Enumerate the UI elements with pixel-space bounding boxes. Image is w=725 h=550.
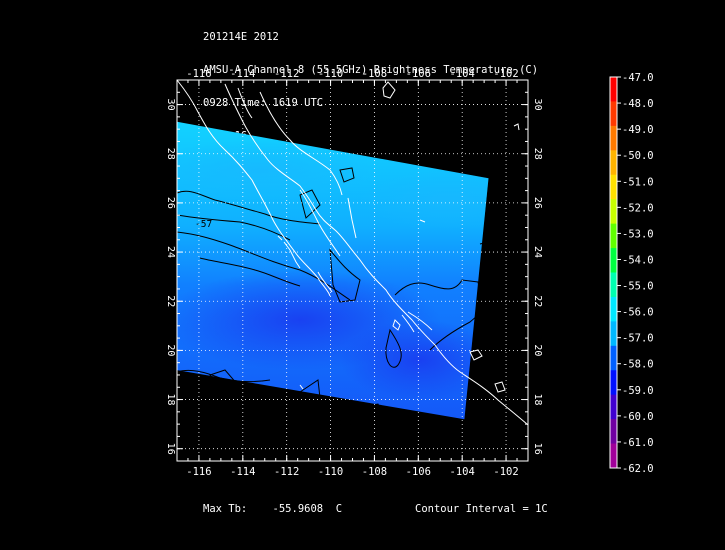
colorbar-label: -55.0 — [622, 281, 654, 293]
colorbar-label: -51.0 — [622, 176, 654, 188]
lat-tick-label: 30 — [532, 99, 543, 111]
colorbar-swatch — [610, 321, 617, 347]
map-frame — [176, 79, 529, 462]
lat-tick-label: 18 — [532, 394, 543, 406]
lon-tick-label: -108 — [362, 68, 387, 80]
lon-tick-label: -104 — [450, 68, 475, 80]
colorbar-label: -54.0 — [622, 254, 654, 266]
colorbar-label: -59.0 — [622, 385, 654, 397]
lon-tick-label: -114 — [230, 68, 255, 80]
lat-tick-label: 24 — [532, 246, 543, 258]
colorbar-label: -58.0 — [622, 359, 654, 371]
lat-labels-right: 16 18 20 22 24 26 28 30 — [532, 99, 543, 455]
lon-tick-label: -116 — [186, 68, 211, 80]
lat-tick-label: 20 — [532, 344, 543, 356]
colorbar-label: -56.0 — [622, 307, 654, 319]
colorbar-swatch — [610, 223, 617, 249]
colorbar-swatch — [610, 345, 617, 371]
colorbar-label: -57.0 — [622, 333, 654, 345]
colorbar-label: -61.0 — [622, 437, 654, 449]
contour-interval-label: Contour Interval = 1C — [415, 503, 548, 515]
colorbar-swatch — [610, 394, 617, 420]
lon-tick-label: -108 — [362, 466, 387, 478]
header-line-time: 0928 Time: 1619 UTC — [203, 97, 324, 109]
lat-tick-label: 22 — [165, 295, 176, 307]
colorbar-swatch — [610, 370, 617, 396]
lon-labels-bottom: -116 -114 -112 -110 -108 -106 -104 -102 — [186, 466, 518, 478]
lat-tick-label: 26 — [165, 197, 176, 209]
colorbar-label: -48.0 — [622, 98, 654, 110]
colorbar-label: -49.0 — [622, 124, 654, 136]
colorbar-swatch — [610, 174, 617, 200]
colorbar-label: -60.0 — [622, 411, 654, 423]
max-tb-readout: Max Tb: -55.9608 C — [203, 503, 343, 515]
lat-tick-label: 28 — [165, 148, 176, 160]
colorbar-swatch — [610, 125, 617, 151]
lat-tick-label: 16 — [532, 443, 543, 455]
colorbar-label: -52.0 — [622, 202, 654, 214]
lon-tick-label: -102 — [493, 466, 518, 478]
lat-tick-label: 24 — [165, 246, 176, 258]
header-line-id: 201214E 2012 — [203, 31, 279, 43]
lon-tick-label: -112 — [274, 68, 299, 80]
lat-tick-label: 22 — [532, 295, 543, 307]
colorbar-swatches — [609, 76, 618, 469]
colorbar-swatch — [610, 419, 617, 445]
lon-tick-label: -104 — [450, 466, 475, 478]
colorbar-swatch — [610, 101, 617, 127]
lat-labels-left: 16 18 20 22 24 26 28 30 — [165, 99, 176, 455]
swath-field — [177, 121, 489, 420]
lat-tick-label: 16 — [165, 443, 176, 455]
lon-tick-label: -110 — [318, 466, 343, 478]
lat-tick-label: 30 — [165, 99, 176, 111]
colorbar-label: -47.0 — [622, 72, 654, 84]
contour-lines — [176, 167, 489, 413]
colorbar-swatch — [610, 443, 617, 469]
colorbar-swatch — [610, 296, 617, 322]
lon-tick-label: -106 — [406, 466, 431, 478]
colorbar-label: -53.0 — [622, 228, 654, 240]
contour-label: -57 — [195, 219, 212, 230]
colorbar-swatch — [610, 199, 617, 225]
lat-tick-label: 26 — [532, 197, 543, 209]
lon-tick-label: -106 — [406, 68, 431, 80]
lon-labels-top: -116 -114 -112 -110 -108 -106 -104 -102 — [186, 68, 518, 80]
colorbar-swatch — [610, 150, 617, 176]
lon-tick-label: -114 — [230, 466, 255, 478]
lat-tick-label: 20 — [165, 344, 176, 356]
lat-tick-label: 28 — [532, 148, 543, 160]
coastlines — [176, 79, 529, 426]
colorbar-swatch — [610, 77, 617, 102]
colorbar-label: -62.0 — [622, 463, 654, 475]
colorbar-swatch — [610, 248, 617, 273]
lat-tick-label: 18 — [165, 394, 176, 406]
colorbar-labels: -47.0 -48.0 -49.0 -50.0 -51.0 -52.0 -53.0 -54.0… — [617, 72, 654, 475]
colorbar-label: -50.0 — [622, 150, 654, 162]
lon-tick-label: -110 — [318, 68, 343, 80]
lon-tick-label: -102 — [493, 68, 518, 80]
header-line-product: AMSU-A Channel 8 (55.5GHz) Brightness Te… — [203, 64, 539, 76]
lon-tick-label: -116 — [186, 466, 211, 478]
lon-tick-label: -112 — [274, 466, 299, 478]
colorbar-swatch — [610, 272, 617, 298]
